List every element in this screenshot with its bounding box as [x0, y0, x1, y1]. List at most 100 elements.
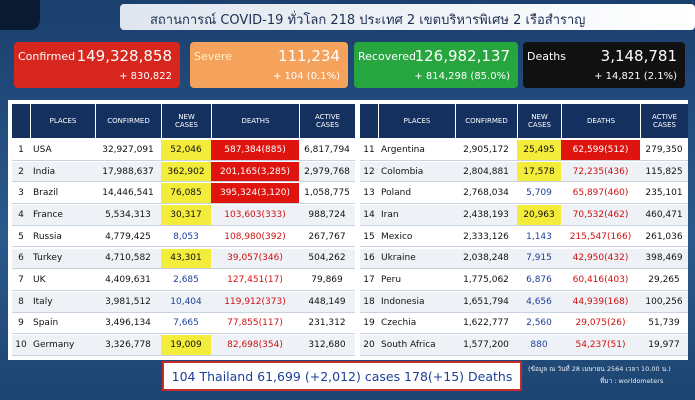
table-cell: 60,416(403)	[561, 270, 640, 291]
table-cell: 7	[12, 270, 30, 291]
table-cell: 267,767	[299, 226, 355, 248]
column-header: CONFIRMED	[455, 104, 517, 138]
table-cell: Ukraine	[378, 248, 455, 270]
table-cell: 72,235(436)	[561, 161, 640, 183]
table-cell: 32,927,091	[95, 140, 161, 161]
table-cell: 1,651,794	[455, 291, 517, 313]
table-cell: 4,409,631	[95, 270, 161, 291]
table-cell: 25,495	[517, 140, 561, 161]
table-cell: 4,779,425	[95, 226, 161, 248]
table-cell: 43,301	[161, 248, 211, 270]
table-cell: 19	[360, 313, 378, 335]
table-cell: 1,577,200	[455, 335, 517, 356]
table-cell: 880	[517, 335, 561, 356]
column-header: DEATHS	[211, 104, 299, 138]
table-cell: 1,622,777	[455, 313, 517, 335]
thailand-summary: 104 Thailand 61,699 (+2,012) cases 178(+…	[162, 361, 522, 391]
date-note: (ข้อมูล ณ วันที่ 28 เมษายน 2564 เวลา 10.…	[528, 365, 671, 373]
table-cell: 62,599(512)	[561, 140, 640, 161]
table-cell: 279,350	[640, 140, 688, 161]
logo	[0, 0, 40, 30]
table-cell: 4,656	[517, 291, 561, 313]
table-cell: 504,262	[299, 248, 355, 270]
card-delta: + 830,822	[119, 71, 172, 82]
stat-card	[14, 42, 180, 88]
header-cell	[12, 104, 30, 138]
table-cell: 2,804,881	[455, 161, 517, 183]
table-cell: 17	[360, 270, 378, 291]
table-cell: 65,897(460)	[561, 183, 640, 205]
table-cell: 103,603(333)	[211, 205, 299, 226]
table-cell: 988,724	[299, 205, 355, 226]
card-label: Recovered	[358, 50, 417, 63]
table-cell: 4,710,582	[95, 248, 161, 270]
table-cell: 18	[360, 291, 378, 313]
table-cell: 119,912(373)	[211, 291, 299, 313]
table-cell: Italy	[30, 291, 95, 313]
table-cell: USA	[30, 140, 95, 161]
table-cell: 29,075(26)	[561, 313, 640, 335]
table-cell: Mexico	[378, 226, 455, 248]
table-cell: 20	[360, 335, 378, 356]
column-header: ACTIVE CASES	[299, 104, 355, 138]
table-cell: 2,685	[161, 270, 211, 291]
table-cell: India	[30, 161, 95, 183]
table-cell: 16	[360, 248, 378, 270]
table-cell: 115,825	[640, 161, 688, 183]
table-cell: Iran	[378, 205, 455, 226]
table-cell: 201,165(3,285)	[211, 161, 299, 183]
table-cell: 3,326,778	[95, 335, 161, 356]
table-cell: 7,915	[517, 248, 561, 270]
table-cell: 42,950(432)	[561, 248, 640, 270]
table-cell: 39,057(346)	[211, 248, 299, 270]
table-cell: Germany	[30, 335, 95, 356]
card-label: Deaths	[527, 50, 566, 63]
header-cell	[360, 104, 378, 138]
table-cell: 52,046	[161, 140, 211, 161]
table-cell: 10,404	[161, 291, 211, 313]
table-cell: 215,547(166)	[561, 226, 640, 248]
table-cell: 12	[360, 161, 378, 183]
card-delta: + 814,298 (85.0%)	[414, 71, 510, 82]
table-cell: 70,532(462)	[561, 205, 640, 226]
card-value: 149,328,858	[76, 47, 172, 65]
card-value: 126,982,137	[414, 47, 510, 65]
table-cell: France	[30, 205, 95, 226]
table-cell: 2,905,172	[455, 140, 517, 161]
table-cell: Spain	[30, 313, 95, 335]
table-cell: 20,963	[517, 205, 561, 226]
table-cell: 6	[12, 248, 30, 270]
table-cell: 2,560	[517, 313, 561, 335]
table-cell: 2,333,126	[455, 226, 517, 248]
table-cell: 4	[12, 205, 30, 226]
table-cell: 231,312	[299, 313, 355, 335]
table-cell: 76,085	[161, 183, 211, 205]
table-cell: 395,324(3,120)	[211, 183, 299, 205]
table-cell: 54,237(51)	[561, 335, 640, 356]
table-cell: Indonesia	[378, 291, 455, 313]
table-cell: Peru	[378, 270, 455, 291]
table-cell: 1,058,775	[299, 183, 355, 205]
table-cell: 79,869	[299, 270, 355, 291]
table-cell: Colombia	[378, 161, 455, 183]
card-value: 3,148,781	[600, 47, 677, 65]
table-cell: Brazil	[30, 183, 95, 205]
table-cell: 9	[12, 313, 30, 335]
table-cell: 460,471	[640, 205, 688, 226]
table-cell: South Africa	[378, 335, 455, 356]
table-cell: 261,036	[640, 226, 688, 248]
table-cell: 398,469	[640, 248, 688, 270]
table-cell: 30,317	[161, 205, 211, 226]
table-cell: 100,256	[640, 291, 688, 313]
stat-card	[523, 42, 685, 88]
table-cell: 2,979,768	[299, 161, 355, 183]
table-cell: 13	[360, 183, 378, 205]
table-cell: 3,981,512	[95, 291, 161, 313]
table-cell: 5,709	[517, 183, 561, 205]
table-cell: 587,384(885)	[211, 140, 299, 161]
table-cell: 15	[360, 226, 378, 248]
table-cell: 19,977	[640, 335, 688, 356]
column-header: PLACES	[30, 104, 95, 138]
column-header: NEW CASES	[161, 104, 211, 138]
table-cell: 1	[12, 140, 30, 161]
